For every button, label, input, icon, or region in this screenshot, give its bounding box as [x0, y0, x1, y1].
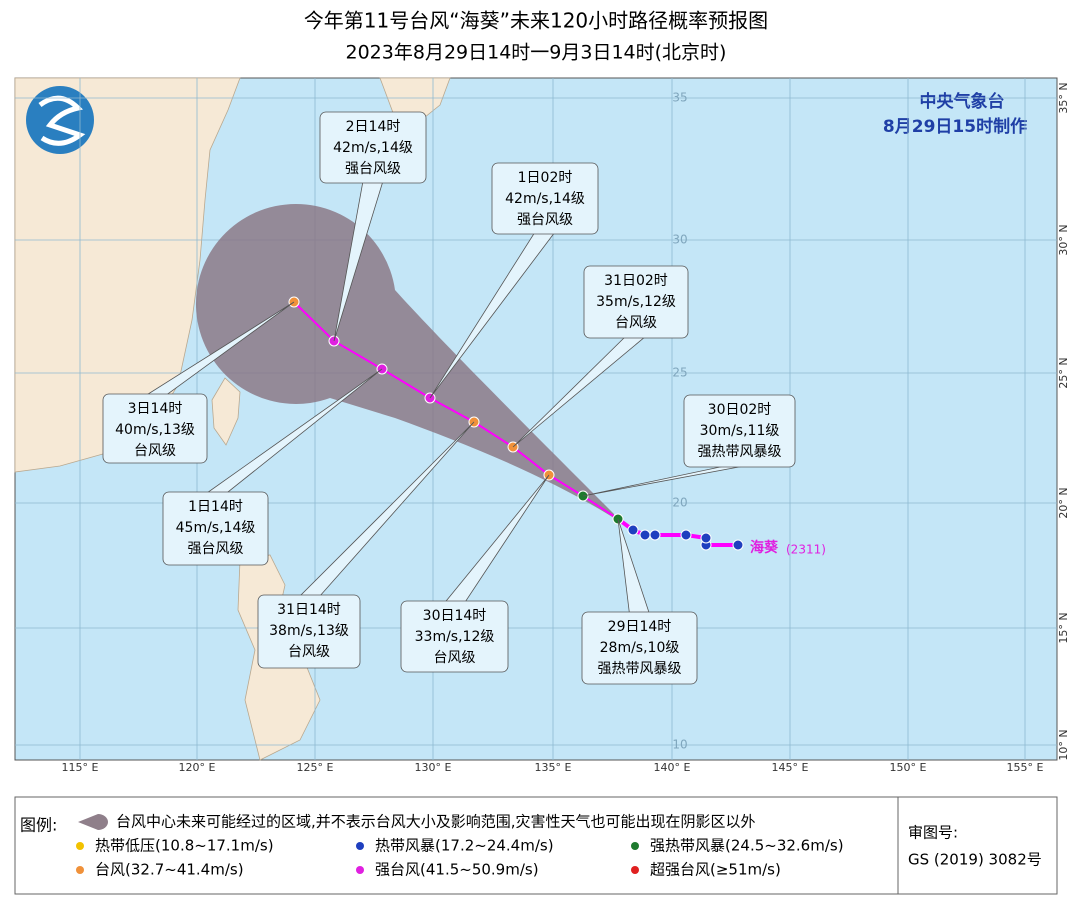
agency-name: 中央气象台 — [920, 91, 1005, 112]
observed-point — [732, 539, 744, 551]
callout-grade: 强台风级 — [188, 541, 244, 557]
callout-time: 3日14时 — [128, 401, 183, 417]
callout-wind: 28m/s,10级 — [600, 640, 680, 656]
callout-grade: 台风级 — [134, 443, 176, 459]
grid-lat-label: 20 — [672, 496, 687, 510]
callout-box — [683, 394, 796, 468]
lon-label: 135° E — [535, 761, 572, 774]
callout-grade: 强台风级 — [345, 161, 401, 177]
agency-made: 8月29日15时制作 — [883, 116, 1027, 137]
callout-wind: 42m/s,14级 — [333, 140, 413, 156]
callout-grade: 强热带风暴级 — [698, 444, 782, 460]
legend-swatch — [356, 866, 364, 874]
callout-box — [491, 162, 599, 235]
legend-item-label: 热带低压(10.8~17.1m/s) — [95, 837, 274, 855]
storm-name: 海葵 — [750, 539, 779, 556]
lat-label: 30° N — [1057, 224, 1070, 255]
callout-box — [583, 265, 689, 339]
legend-title: 图例: — [20, 816, 57, 835]
lon-label: 120° E — [179, 761, 216, 774]
probability-cone — [195, 203, 614, 518]
lon-label: 145° E — [772, 761, 809, 774]
callout-wind: 33m/s,12级 — [415, 629, 495, 645]
lat-label: 15° N — [1057, 612, 1070, 643]
callout-time: 1日14时 — [188, 499, 243, 515]
callout-grade: 台风级 — [615, 315, 657, 331]
lon-label: 115° E — [62, 761, 99, 774]
callout-wind: 42m/s,14级 — [505, 191, 585, 207]
legend-swatch — [631, 842, 639, 850]
legend-item-label: 超强台风(≥51m/s) — [650, 861, 781, 879]
title: 今年第11号台风“海葵”未来120小时路径概率预报图 — [304, 9, 768, 33]
callout-box — [581, 611, 698, 685]
callout-grade: 强热带风暴级 — [598, 661, 682, 677]
observed-point — [639, 529, 651, 541]
callout-wind: 35m/s,12级 — [596, 294, 676, 310]
callout-wind: 38m/s,13级 — [269, 623, 349, 639]
legend-item-label: 强热带风暴(24.5~32.6m/s) — [650, 837, 844, 855]
observed-point — [627, 524, 639, 536]
grid-lat-label: 30 — [672, 233, 687, 247]
taiwan — [211, 377, 241, 446]
lon-label: 130° E — [415, 761, 452, 774]
legend-swatch — [76, 842, 84, 850]
callout-time: 30日02时 — [708, 402, 772, 418]
legend-swatch — [631, 866, 639, 874]
callout-grade: 强台风级 — [517, 212, 573, 228]
legend-item-label: 强台风(41.5~50.9m/s) — [375, 861, 539, 879]
legend-box — [14, 796, 1058, 895]
lat-label: 25° N — [1057, 357, 1070, 388]
legend-swatch — [76, 866, 84, 874]
logo — [26, 86, 94, 154]
callout-box — [319, 111, 427, 184]
grid-lat-label: 25 — [672, 366, 687, 380]
observed-point — [700, 532, 712, 544]
lat-label: 10° N — [1057, 729, 1070, 760]
callout-time: 30日14时 — [423, 608, 487, 624]
map: 中央气象台 8月29日15时制作 353025201510海葵(2311)2日1… — [14, 77, 1058, 761]
legend-item-label: 热带风暴(17.2~24.4m/s) — [375, 837, 554, 855]
logo-mark — [38, 95, 86, 146]
callout-time: 1日02时 — [518, 170, 573, 186]
storm-code: (2311) — [786, 543, 826, 557]
lon-label: 155° E — [1007, 761, 1044, 774]
observed-point — [649, 529, 661, 541]
legend-cone-icon — [78, 814, 108, 830]
lon-label: 150° E — [890, 761, 927, 774]
callout-time: 31日14时 — [277, 602, 341, 618]
approval-number: GS (2019) 3082号 — [908, 851, 1042, 869]
lat-label: 35° N — [1057, 82, 1070, 113]
callout-time: 31日02时 — [604, 273, 668, 289]
lat-label: 20° N — [1057, 487, 1070, 518]
approval-label: 审图号: — [908, 824, 958, 842]
callout-box — [257, 594, 361, 669]
callout-wind: 40m/s,13级 — [115, 422, 195, 438]
mainland-china — [14, 77, 241, 473]
callout-box — [162, 491, 269, 566]
callout-box — [102, 393, 208, 464]
callout-wind: 45m/s,14级 — [176, 520, 256, 536]
callout-grade: 台风级 — [288, 644, 330, 660]
callout-time: 2日14时 — [346, 119, 401, 135]
lon-label: 140° E — [654, 761, 691, 774]
subtitle: 2023年8月29日14时一9月3日14时(北京时) — [346, 42, 727, 64]
callout-grade: 台风级 — [434, 650, 476, 666]
lon-label: 125° E — [297, 761, 334, 774]
observed-point — [680, 529, 692, 541]
callout-box — [400, 600, 509, 673]
grid-lat-label: 35 — [672, 91, 687, 105]
callout-wind: 30m/s,11级 — [700, 423, 780, 439]
callout-time: 29日14时 — [608, 619, 672, 635]
legend-area: 台风中心未来可能经过的区域,并不表示台风大小及影响范围,灾害性天气也可能出现在阴… — [116, 813, 756, 831]
legend-swatch — [356, 842, 364, 850]
legend-item-label: 台风(32.7~41.4m/s) — [95, 861, 244, 879]
grid-lat-label: 10 — [672, 738, 687, 752]
